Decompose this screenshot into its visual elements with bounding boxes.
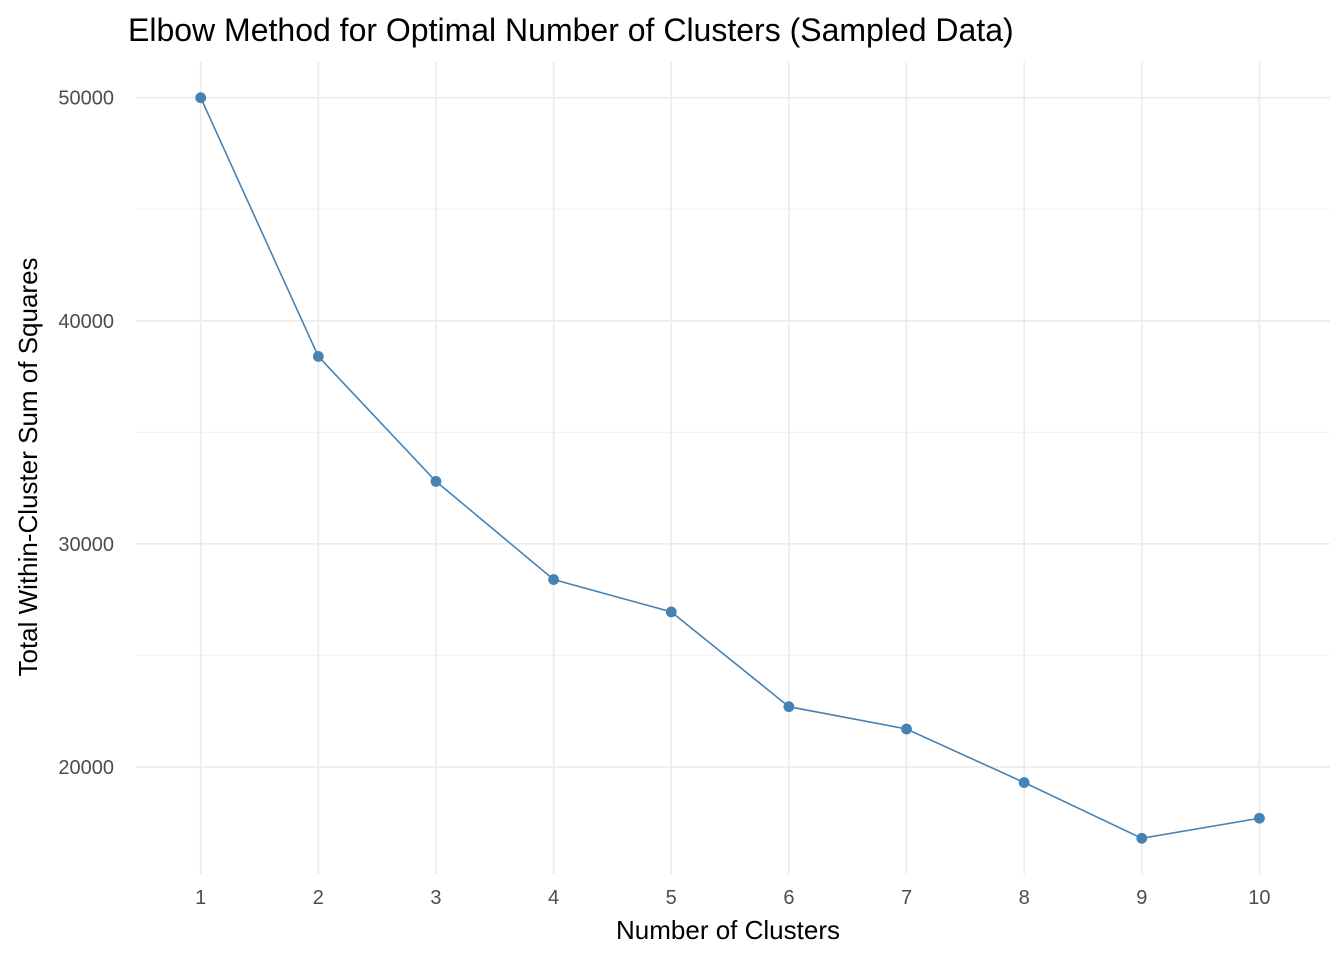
data-point — [783, 701, 795, 713]
x-tick-label: 6 — [783, 887, 794, 909]
y-axis-tick-labels: 20000 30000 40000 50000 — [58, 88, 114, 779]
series-line — [199, 97, 1260, 840]
data-point — [665, 606, 677, 618]
data-point — [548, 574, 560, 585]
data-point — [1136, 832, 1148, 844]
x-tick-label: 10 — [1248, 887, 1270, 909]
x-tick-label: 4 — [548, 887, 559, 909]
y-tick-label: 50000 — [58, 88, 114, 110]
data-point — [1254, 812, 1265, 824]
data-point — [901, 723, 912, 735]
data-series — [195, 92, 1265, 844]
y-tick-label: 20000 — [58, 757, 114, 779]
x-tick-label: 2 — [313, 887, 324, 909]
y-tick-label: 40000 — [58, 311, 114, 333]
x-tick-label: 7 — [901, 887, 912, 909]
data-point — [195, 92, 207, 104]
y-axis-label: Total Within-Cluster Sum of Squares — [13, 257, 43, 676]
x-tick-label: 8 — [1019, 887, 1030, 909]
x-tick-label: 3 — [430, 887, 441, 909]
data-point — [430, 475, 442, 487]
x-tick-label: 5 — [666, 887, 677, 909]
x-axis-tick-labels: 1 2 3 4 5 6 7 8 9 10 — [195, 887, 1270, 909]
y-tick-label: 30000 — [58, 534, 114, 556]
data-point — [312, 351, 324, 362]
x-tick-label: 1 — [195, 887, 206, 909]
grid-lines — [136, 62, 1330, 874]
data-point — [1018, 777, 1030, 788]
x-axis-label: Number of Clusters — [616, 915, 840, 945]
x-tick-label: 9 — [1136, 887, 1147, 909]
chart-title: Elbow Method for Optimal Number of Clust… — [128, 12, 1014, 48]
